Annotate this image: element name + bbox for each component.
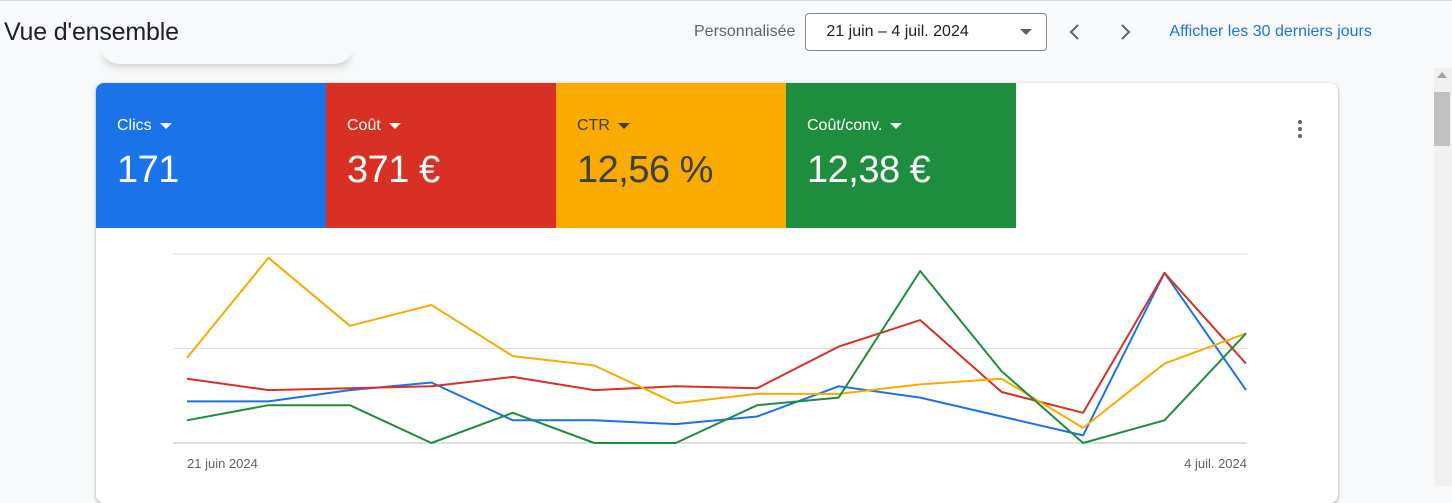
top-divider (0, 0, 1452, 1)
metric-label: Coût/conv. (807, 117, 883, 134)
x-tick-label: 4 juil. 2024 (1184, 456, 1247, 471)
metric-label: Coût (347, 117, 381, 134)
collapsed-panel-shadow (100, 44, 354, 64)
chevron-right-icon (1121, 24, 1131, 40)
series-line-4[interactable] (186, 270, 1247, 444)
metric-value: 371 € (347, 149, 440, 191)
metric-tile-ctr[interactable]: CTR 12,56 % (556, 83, 786, 228)
metric-label: CTR (577, 117, 610, 134)
dropdown-arrow-icon (388, 123, 401, 129)
dropdown-arrow-icon (617, 123, 630, 129)
metric-tile-cost-per-conversion[interactable]: Coût/conv. 12,38 € (786, 83, 1016, 228)
scroll-up-icon[interactable] (1437, 72, 1447, 78)
more-options-button[interactable] (1288, 115, 1312, 143)
date-range-select[interactable]: 21 juin – 4 juil. 2024 (805, 13, 1048, 51)
metric-tile-clicks[interactable]: Clics 171 (96, 83, 326, 228)
scrollbar-thumb[interactable] (1434, 92, 1450, 146)
performance-card: Clics 171 Coût 371 € CTR 12,56 % Coût/co… (96, 83, 1338, 503)
chevron-left-icon (1069, 24, 1080, 40)
date-toolbar: Personnalisée 21 juin – 4 juil. 2024 Aff… (694, 12, 1372, 52)
x-tick-label: 21 juin 2024 (187, 456, 258, 471)
page-title: Vue d'ensemble (4, 18, 179, 46)
range-type-label: Personnalisée (694, 23, 796, 40)
performance-line-chart: 21 juin 2024 4 juil. 2024 (173, 253, 1247, 471)
metric-value: 12,56 % (577, 149, 713, 191)
series-line-2[interactable] (186, 271, 1247, 414)
date-range-value: 21 juin – 4 juil. 2024 (826, 23, 969, 40)
metric-label: Clics (117, 117, 152, 134)
metric-tiles: Clics 171 Coût 371 € CTR 12,56 % Coût/co… (96, 83, 1016, 228)
dropdown-arrow-icon (890, 123, 903, 129)
series-line-1[interactable] (187, 271, 1247, 437)
last-30-days-link[interactable]: Afficher les 30 derniers jours (1169, 23, 1372, 40)
metric-tile-cost[interactable]: Coût 371 € (326, 83, 556, 228)
page-scrollbar[interactable] (1434, 68, 1452, 486)
metric-value: 12,38 € (807, 149, 931, 191)
dropdown-arrow-icon (159, 123, 172, 129)
metric-value: 171 (117, 149, 179, 191)
dropdown-arrow-icon (1020, 29, 1033, 35)
series-line-3[interactable] (186, 256, 1247, 429)
previous-period-button[interactable] (1057, 14, 1093, 50)
next-period-button[interactable] (1107, 14, 1143, 50)
more-vert-icon (1298, 120, 1302, 124)
